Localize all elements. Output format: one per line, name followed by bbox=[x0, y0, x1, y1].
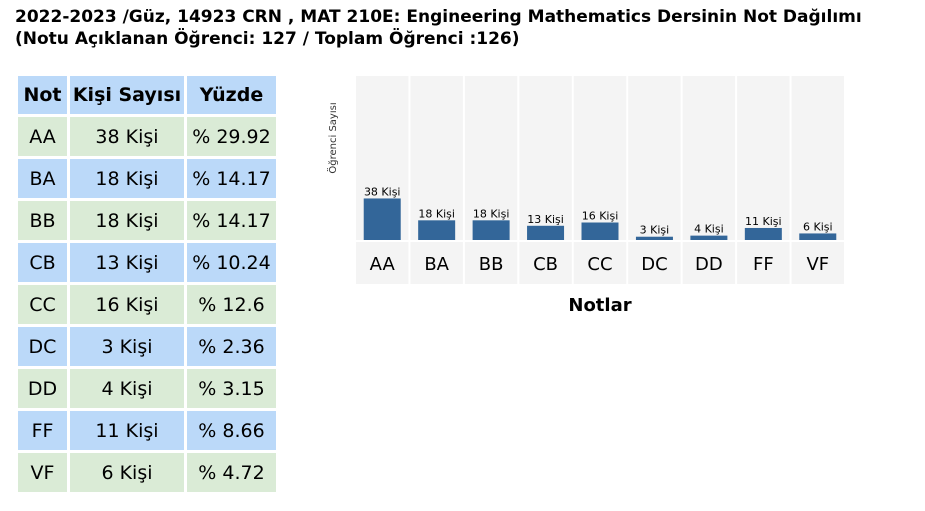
page-title: 2022-2023 /Güz, 14923 CRN , MAT 210E: En… bbox=[15, 6, 862, 50]
table-row: BB 18 Kişi % 14.17 bbox=[18, 199, 279, 243]
cell-percent: % 29.92 bbox=[185, 115, 279, 159]
cell-grade: CB bbox=[18, 241, 70, 285]
header-grade: Not bbox=[18, 76, 70, 117]
x-tick-label: DC bbox=[641, 254, 667, 275]
bar-ba bbox=[418, 220, 456, 240]
data-label: 18 Kişi bbox=[418, 207, 455, 220]
data-label: 38 Kişi bbox=[364, 185, 401, 198]
x-tick-label: BB bbox=[479, 254, 504, 275]
bar-cc bbox=[581, 222, 619, 240]
table-row: DC 3 Kişi % 2.36 bbox=[18, 325, 279, 369]
cell-count: 18 Kişi bbox=[68, 199, 187, 243]
data-label: 16 Kişi bbox=[582, 210, 619, 223]
x-tick-label: CB bbox=[533, 254, 558, 275]
cell-count: 11 Kişi bbox=[68, 409, 187, 453]
header-percent: Yüzde bbox=[185, 76, 279, 117]
table-row: CB 13 Kişi % 10.24 bbox=[18, 241, 279, 285]
bar-dd bbox=[690, 235, 728, 240]
cell-grade: VF bbox=[18, 451, 70, 495]
cell-grade: DD bbox=[18, 367, 70, 411]
cell-count: 16 Kişi bbox=[68, 283, 187, 327]
data-label: 11 Kişi bbox=[745, 215, 782, 228]
cell-grade: BA bbox=[18, 157, 70, 201]
x-tick-label: CC bbox=[587, 254, 612, 275]
data-label: 13 Kişi bbox=[527, 213, 564, 226]
x-tick-label: AA bbox=[370, 254, 396, 275]
x-tick-label: DD bbox=[695, 254, 723, 275]
bar-vf bbox=[799, 233, 837, 240]
cell-percent: % 14.17 bbox=[185, 199, 279, 243]
title-line-2: (Notu Açıklanan Öğrenci: 127 / Toplam Öğ… bbox=[15, 29, 520, 49]
grade-distribution-table: Not Kişi Sayısı Yüzde AA 38 Kişi % 29.92… bbox=[18, 76, 279, 495]
cell-percent: % 8.66 bbox=[185, 409, 279, 453]
cell-count: 13 Kişi bbox=[68, 241, 187, 285]
cell-grade: FF bbox=[18, 409, 70, 453]
cell-grade: DC bbox=[18, 325, 70, 369]
cell-grade: BB bbox=[18, 199, 70, 243]
x-axis-label: Notlar bbox=[568, 295, 631, 316]
table-row: DD 4 Kişi % 3.15 bbox=[18, 367, 279, 411]
cell-percent: % 14.17 bbox=[185, 157, 279, 201]
bar-dc bbox=[635, 236, 673, 240]
cell-grade: CC bbox=[18, 283, 70, 327]
table-row: VF 6 Kişi % 4.72 bbox=[18, 451, 279, 495]
bar-bb bbox=[472, 220, 510, 240]
cell-count: 38 Kişi bbox=[68, 115, 187, 159]
x-tick-label: FF bbox=[753, 254, 774, 275]
cell-count: 18 Kişi bbox=[68, 157, 187, 201]
cell-percent: % 2.36 bbox=[185, 325, 279, 369]
cell-percent: % 12.6 bbox=[185, 283, 279, 327]
data-label: 6 Kişi bbox=[803, 220, 833, 233]
x-tick-label: BA bbox=[424, 254, 449, 275]
cell-grade: AA bbox=[18, 115, 70, 159]
cell-percent: % 10.24 bbox=[185, 241, 279, 285]
title-line-1: 2022-2023 /Güz, 14923 CRN , MAT 210E: En… bbox=[15, 7, 862, 27]
table-header-row: Not Kişi Sayısı Yüzde bbox=[18, 76, 279, 117]
data-label: 4 Kişi bbox=[694, 223, 724, 236]
x-tick-label: VF bbox=[806, 254, 829, 275]
cell-count: 4 Kişi bbox=[68, 367, 187, 411]
bar-aa bbox=[363, 198, 401, 240]
cell-percent: % 4.72 bbox=[185, 451, 279, 495]
y-axis-label: Öğrenci Sayısı bbox=[326, 102, 339, 173]
table-row: CC 16 Kişi % 12.6 bbox=[18, 283, 279, 327]
bar-ff bbox=[744, 227, 782, 240]
header-count: Kişi Sayısı bbox=[68, 76, 187, 117]
table-row: AA 38 Kişi % 29.92 bbox=[18, 115, 279, 159]
table-row: FF 11 Kişi % 8.66 bbox=[18, 409, 279, 453]
plot-area bbox=[355, 76, 845, 284]
data-label: 3 Kişi bbox=[640, 224, 670, 237]
bar-cb bbox=[527, 225, 565, 240]
table-row: BA 18 Kişi % 14.17 bbox=[18, 157, 279, 201]
cell-count: 6 Kişi bbox=[68, 451, 187, 495]
data-label: 18 Kişi bbox=[473, 207, 510, 220]
cell-count: 3 Kişi bbox=[68, 325, 187, 369]
cell-percent: % 3.15 bbox=[185, 367, 279, 411]
